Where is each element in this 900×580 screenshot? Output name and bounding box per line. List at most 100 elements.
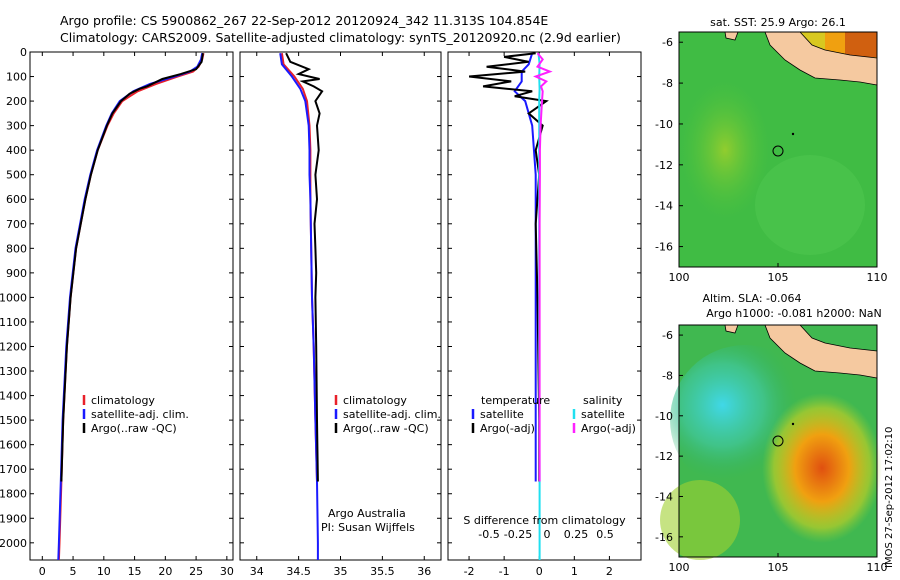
series-line-satellite-adj-clim- — [279, 53, 319, 560]
series-line-argo-raw-qc- — [285, 52, 324, 482]
map-ytick-label: -6 — [662, 329, 673, 342]
sst-map-patch — [755, 155, 865, 255]
depth-tick-label: 800 — [6, 242, 27, 255]
sst-map-title: sat. SST: 25.9 Argo: 26.1 — [710, 16, 846, 29]
sla-map-profile-marker — [772, 435, 784, 447]
series-line-s-argo-adj- — [533, 52, 553, 482]
temperature-axes-frame — [29, 51, 234, 561]
difference-top-xtick-label: 0.5 — [596, 528, 614, 541]
map-ytick-label: -16 — [655, 241, 673, 254]
sst-map-warm-patch — [680, 80, 770, 220]
legend-label: temperature — [481, 394, 550, 407]
depth-tick-label: 1800 — [0, 488, 27, 501]
map-xtick-label: 110 — [867, 561, 888, 574]
sla-map-subtitle: Argo h1000: -0.081 h2000: NaN — [706, 307, 882, 320]
map-ytick-label: -16 — [655, 531, 673, 544]
sst-map-profile-marker — [772, 145, 784, 157]
legend-label: satellite — [581, 408, 625, 421]
map-ytick-label: -6 — [662, 36, 673, 49]
salinity-note-institution: Argo Australia — [328, 507, 406, 520]
salinity-axes-frame — [239, 51, 442, 561]
sla-map-java-land — [764, 324, 878, 379]
difference-top-xlabel: S difference from climatology — [463, 514, 626, 527]
temperature-panel: 0100200300400500600700800900100011001200… — [0, 46, 234, 580]
sla-map — [660, 324, 882, 560]
map-ytick-label: -8 — [662, 369, 673, 382]
difference-panel: -2-1012T difference from climatologytemp… — [447, 51, 642, 580]
salinity-xtick-label: 34.5 — [286, 565, 311, 578]
difference-xtick-label: -2 — [464, 565, 475, 578]
difference-top-xtick-label: -0.25 — [504, 528, 532, 541]
legend-label: climatology — [91, 394, 155, 407]
sla-map-island-dot — [791, 422, 795, 426]
temperature-xtick-label: 30 — [220, 565, 234, 578]
sla-map-yellow-patch — [660, 480, 740, 560]
depth-tick-label: 1500 — [0, 414, 27, 427]
legend-label: satellite-adj. clim. — [343, 408, 441, 421]
legend-label: salinity — [583, 394, 623, 407]
legend-label: Argo(-adj) — [581, 422, 636, 435]
difference-xtick-label: 1 — [571, 565, 578, 578]
depth-tick-label: 1600 — [0, 439, 27, 452]
legend-label: Argo(..raw -QC) — [343, 422, 429, 435]
figure-title-line1: Argo profile: CS 5900862_267 22-Sep-2012… — [60, 13, 549, 28]
map-xtick-label: 110 — [867, 271, 888, 284]
map-xtick-label: 105 — [768, 561, 789, 574]
temperature-xtick-label: 0 — [39, 565, 46, 578]
legend-label: satellite — [480, 408, 524, 421]
sst-map-java-land — [764, 31, 878, 86]
difference-top-xtick-label: -0.5 — [478, 528, 499, 541]
salinity-xtick-label: 35.5 — [370, 565, 395, 578]
map-ytick-label: -12 — [655, 450, 673, 463]
map-xtick-label: 105 — [768, 271, 789, 284]
temperature-xtick-label: 20 — [158, 565, 172, 578]
depth-tick-label: 1300 — [0, 365, 27, 378]
difference-axes-frame — [447, 51, 642, 561]
depth-tick-label: 1100 — [0, 316, 27, 329]
map-ytick-label: -12 — [655, 159, 673, 172]
map-xtick-label: 100 — [669, 561, 690, 574]
sla-map-high-anomaly — [762, 393, 882, 543]
map-xtick-label: 100 — [669, 271, 690, 284]
salinity-xtick-label: 36 — [417, 565, 431, 578]
salinity-panel: 3434.53535.536salinityclimatologysatelli… — [239, 51, 442, 580]
depth-tick-label: 200 — [6, 95, 27, 108]
depth-tick-label: 1700 — [0, 463, 27, 476]
depth-tick-label: 700 — [6, 218, 27, 231]
salinity-xtick-label: 35 — [334, 565, 348, 578]
depth-tick-label: 1200 — [0, 340, 27, 353]
legend-label: Argo(-adj) — [480, 422, 535, 435]
series-line-argo-raw-qc- — [60, 53, 204, 482]
depth-tick-label: 0 — [20, 46, 27, 59]
sst-map-island-dot — [791, 132, 795, 136]
temperature-xtick-label: 15 — [128, 565, 142, 578]
depth-tick-label: 1000 — [0, 291, 27, 304]
sst-map — [678, 31, 878, 268]
depth-tick-label: 2000 — [0, 537, 27, 550]
depth-tick-label: 1900 — [0, 512, 27, 525]
series-line-t-argo-adj- — [468, 52, 549, 482]
map-ytick-label: -14 — [655, 490, 673, 503]
figure-title-line2: Climatology: CARS2009. Satellite-adjuste… — [60, 30, 621, 45]
difference-xtick-label: 0 — [536, 565, 543, 578]
map-ytick-label: -8 — [662, 77, 673, 90]
sst-map-hot-corner — [845, 32, 877, 57]
temperature-xtick-label: 5 — [70, 565, 77, 578]
difference-xtick-label: 2 — [606, 565, 613, 578]
legend-label: Argo(..raw -QC) — [91, 422, 177, 435]
depth-tick-label: 600 — [6, 193, 27, 206]
series-line-t-satellite — [513, 52, 537, 482]
legend-label: satellite-adj. clim. — [91, 408, 189, 421]
depth-tick-label: 500 — [6, 169, 27, 182]
depth-tick-label: 1400 — [0, 390, 27, 403]
salinity-xtick-label: 34 — [250, 565, 264, 578]
difference-top-xtick-label: 0 — [544, 528, 551, 541]
map-ytick-label: -10 — [655, 118, 673, 131]
temperature-xtick-label: 25 — [189, 565, 203, 578]
map-ytick-label: -14 — [655, 200, 673, 213]
depth-tick-label: 400 — [6, 144, 27, 157]
salinity-note-pi: PI: Susan Wijffels — [321, 521, 415, 534]
sla-map-title: Altim. SLA: -0.064 — [702, 292, 801, 305]
difference-xtick-label: -1 — [499, 565, 510, 578]
